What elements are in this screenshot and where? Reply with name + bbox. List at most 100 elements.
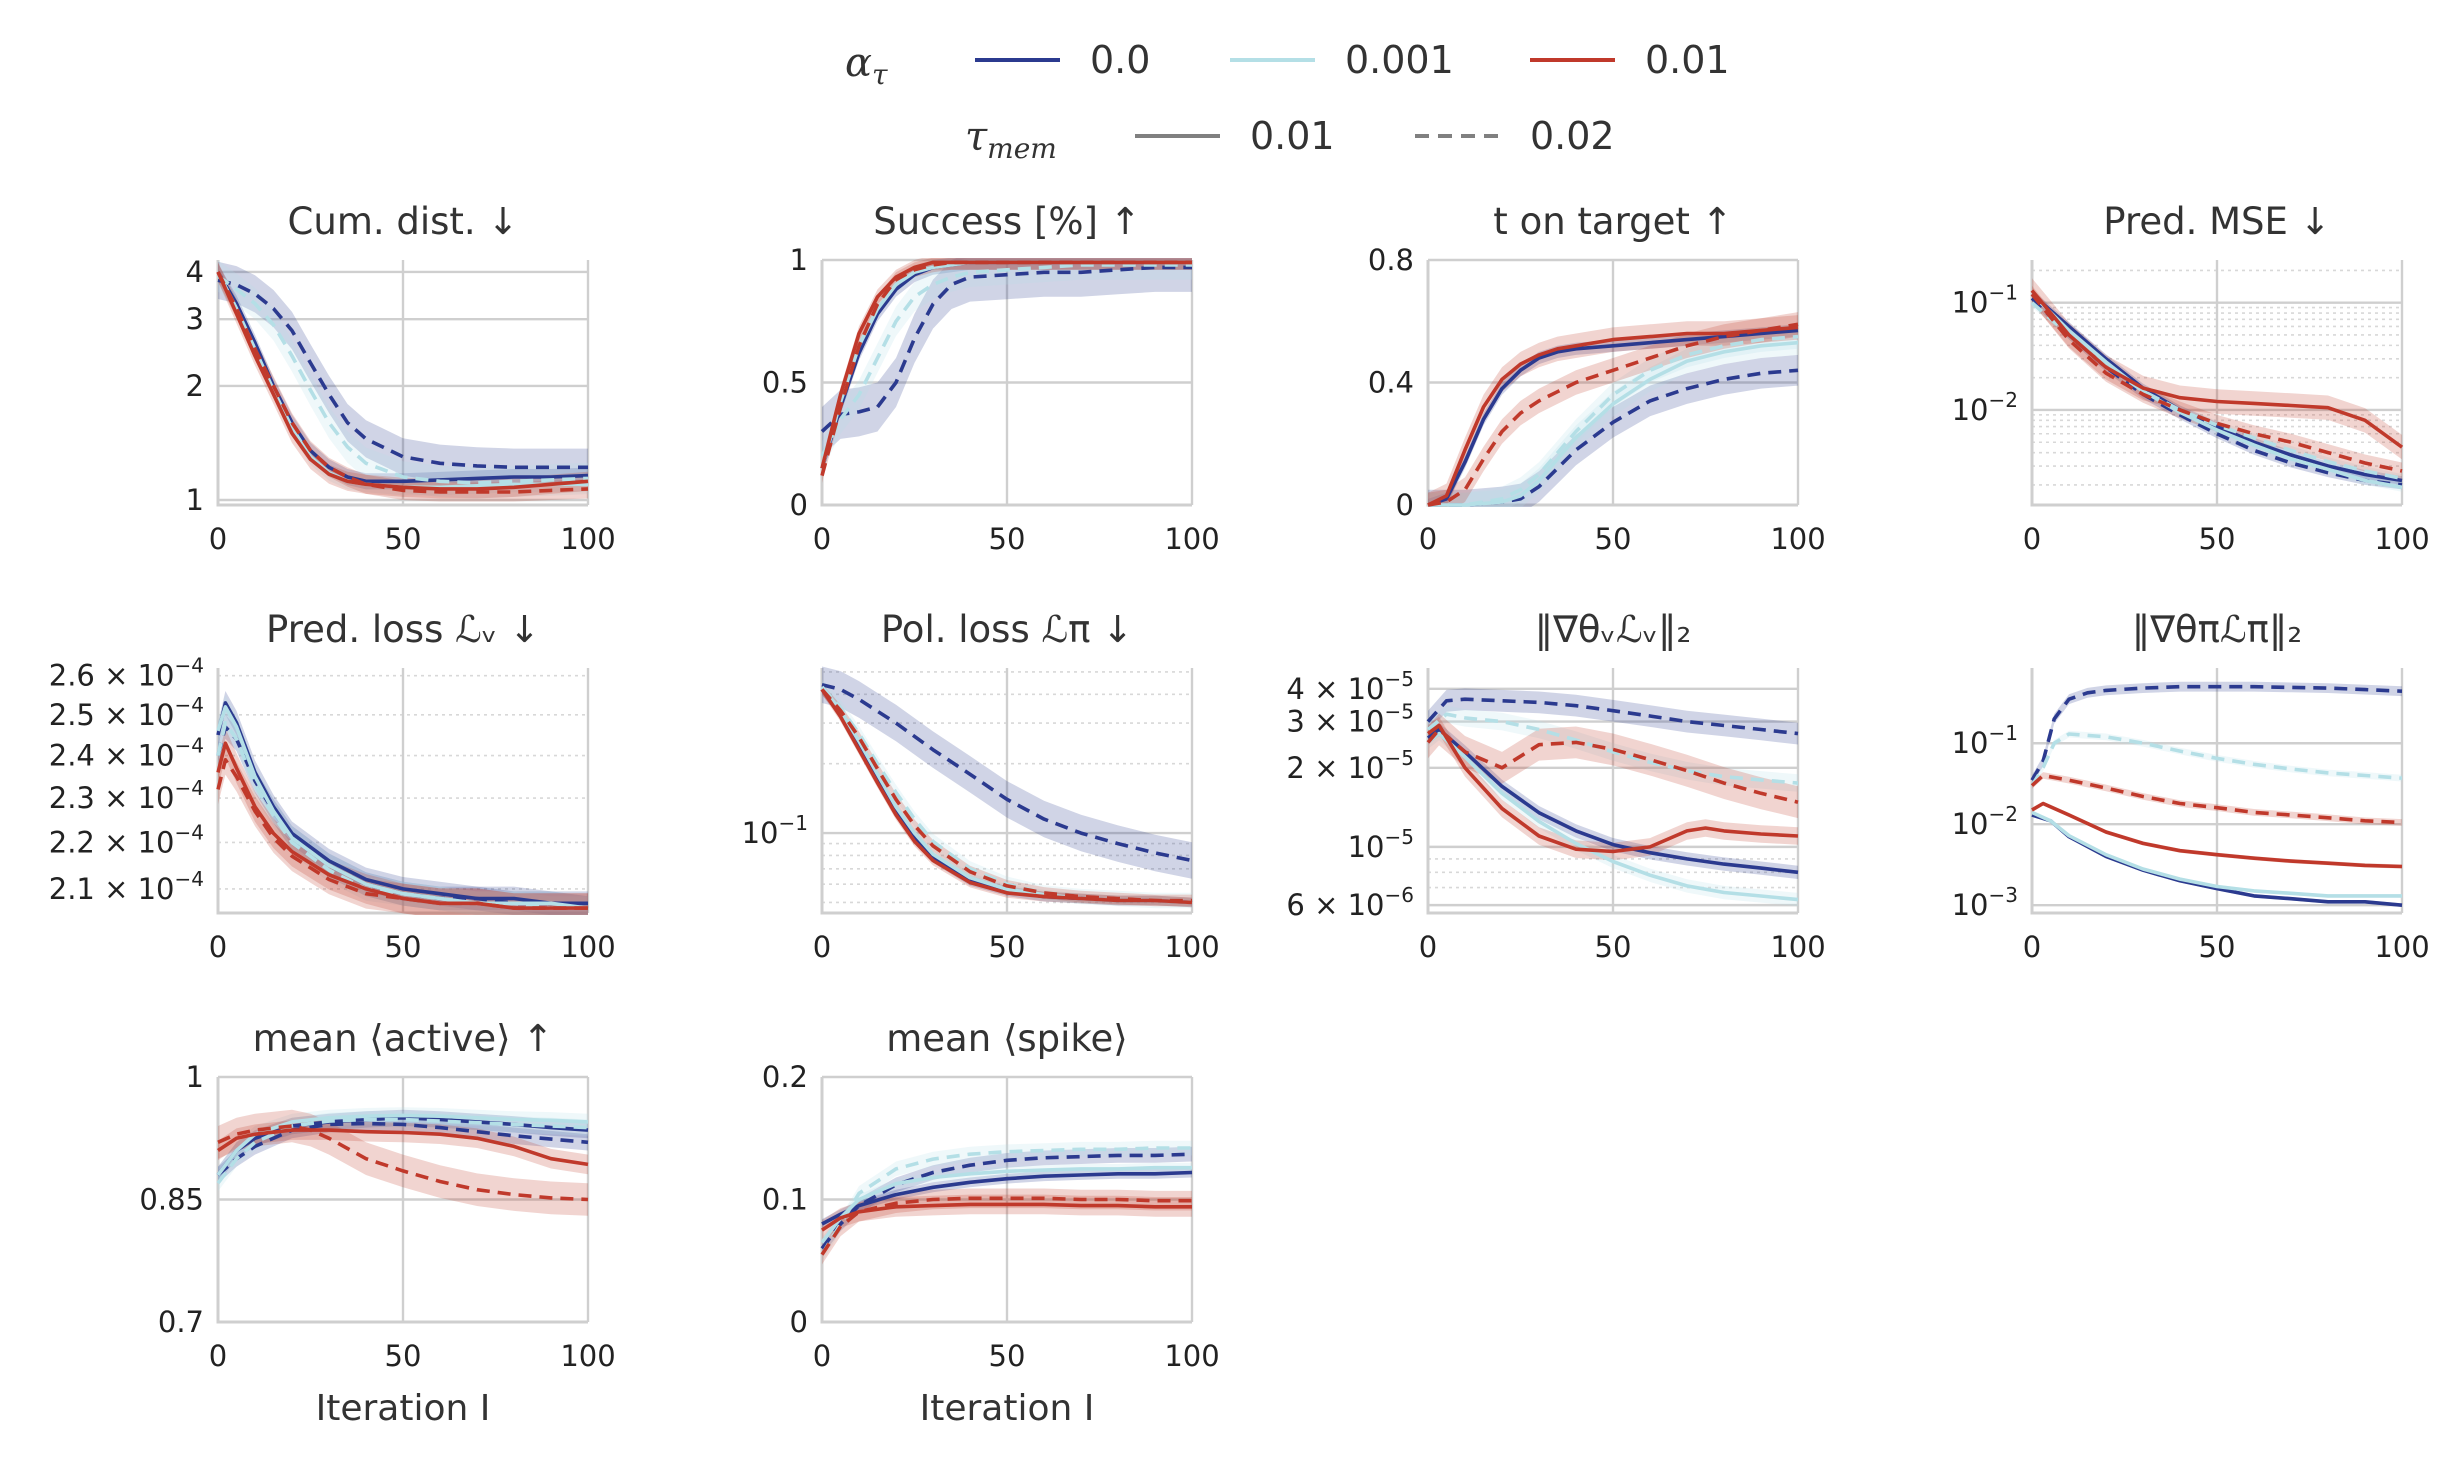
y-tick-label: 1 <box>186 483 204 517</box>
chart-title: Pred. MSE ↓ <box>2103 200 2330 243</box>
panel-ontarget: 0 0.4 0.8 0 50 100 t on target ↑ <box>1368 200 1826 556</box>
series-band <box>218 1120 588 1175</box>
series-line <box>216 741 588 910</box>
x-tick-label: 100 <box>1164 522 1219 556</box>
plot-area <box>1426 688 1799 907</box>
x-tick-label: 0 <box>2023 930 2041 964</box>
y-tick-label: 1 <box>186 1060 204 1094</box>
series-line <box>820 1165 1192 1244</box>
panel-active: 0.7 0.85 1 0 50 100 mean ⟨active⟩ ↑ Iteration I <box>139 1017 615 1429</box>
series-line <box>216 274 589 485</box>
legend-tau-title: τmem <box>965 114 1057 165</box>
series-band <box>822 1146 1192 1256</box>
series-line <box>216 270 589 484</box>
series-line <box>820 265 1192 433</box>
chart-title: mean ⟨active⟩ ↑ <box>253 1017 554 1060</box>
x-tick-label: 100 <box>1164 930 1219 964</box>
series-line <box>2030 289 2404 449</box>
legend-label: 0.0 <box>1090 38 1150 82</box>
x-tick-label: 0 <box>1419 930 1437 964</box>
plot-area <box>820 258 1192 483</box>
plot-area <box>2030 278 2404 492</box>
x-axis-label: Iteration I <box>920 1388 1095 1429</box>
series-line <box>820 688 1193 905</box>
y-tick-label: 4 <box>186 255 204 289</box>
y-tick-label: 0 <box>790 1305 808 1339</box>
series-band <box>218 262 588 499</box>
series-line <box>1426 727 1799 804</box>
series-band <box>1428 688 1798 745</box>
axis-spine <box>216 1077 588 1324</box>
panel-gradpi: 10−3 10−2 10−1 0 50 100 ‖∇θπℒπ‖₂ <box>1952 608 2430 964</box>
x-tick-label: 100 <box>1770 930 1825 964</box>
series-band <box>1428 330 1798 507</box>
axis-spine <box>820 668 1192 915</box>
series-band <box>218 262 588 502</box>
legend-alpha-entry: 0.01 <box>1530 38 1730 82</box>
series-line <box>820 1146 1192 1256</box>
y-tick-label: 2.4 × 10−4 <box>49 734 204 773</box>
y-tick-label: 0.1 <box>762 1183 808 1217</box>
series-line <box>820 263 1192 457</box>
series-band <box>1428 324 1798 507</box>
x-tick-label: 50 <box>989 930 1026 964</box>
series-line <box>2031 810 2402 898</box>
axis-spine <box>820 1077 1192 1324</box>
y-tick-label: 2.3 × 10−4 <box>49 776 204 815</box>
chart-title: mean ⟨spike⟩ <box>886 1017 1127 1060</box>
panel-success: 0 0.5 1 0 50 100 Success [%] ↑ <box>762 200 1220 556</box>
series-line <box>2030 292 2403 490</box>
x-tick-label: 0 <box>813 1339 831 1373</box>
series-line <box>1427 328 1799 507</box>
x-tick-label: 50 <box>385 1339 422 1373</box>
legend-alpha-entry: 0.001 <box>1230 38 1454 82</box>
chart-title: ‖∇θᵥℒᵥ‖₂ <box>1535 608 1692 651</box>
chart-title: Pred. loss ℒᵥ ↓ <box>266 608 540 651</box>
chart-title: Pol. loss ℒπ ↓ <box>881 608 1133 651</box>
chart-title: Cum. dist. ↓ <box>288 200 519 243</box>
x-tick-label: 100 <box>2374 930 2429 964</box>
series-band <box>1428 722 1798 879</box>
x-tick-label: 100 <box>560 930 615 964</box>
x-tick-label: 100 <box>1770 522 1825 556</box>
series-line <box>1426 731 1799 902</box>
plot-area <box>216 1107 589 1216</box>
y-tick-label: 0.2 <box>762 1060 808 1094</box>
series-line <box>217 1124 589 1202</box>
y-tick-label: 0 <box>1396 488 1414 522</box>
x-tick-label: 100 <box>560 522 615 556</box>
plot-area <box>2030 681 2403 907</box>
series-band <box>822 666 1192 879</box>
legend-label: 0.01 <box>1645 38 1730 82</box>
series-line <box>820 688 1192 903</box>
y-tick-label: 10−5 <box>1348 825 1414 864</box>
series-line <box>1428 334 1799 507</box>
x-tick-label: 100 <box>2374 522 2429 556</box>
plot-area <box>216 260 589 502</box>
series-line <box>1428 340 1799 507</box>
axis-spine <box>2030 260 2402 507</box>
series-band <box>2032 285 2402 480</box>
series-line <box>820 1152 1193 1250</box>
chart-title: Success [%] ↑ <box>873 200 1141 243</box>
x-tick-label: 0 <box>209 1339 227 1373</box>
series-band <box>218 1109 588 1216</box>
y-tick-label: 10−1 <box>1952 281 2018 320</box>
series-line <box>2031 801 2403 869</box>
x-tick-label: 50 <box>2199 522 2236 556</box>
series-band <box>218 695 588 915</box>
plot-area <box>820 666 1193 909</box>
series-band <box>822 258 1192 456</box>
y-tick-label: 0.5 <box>762 366 808 400</box>
chart-title: ‖∇θπℒπ‖₂ <box>2132 608 2302 651</box>
y-tick-label: 2 <box>186 369 204 403</box>
series-line <box>216 1113 589 1177</box>
plot-area <box>216 691 589 915</box>
y-tick-label: 10−2 <box>1952 802 2018 841</box>
plot-area <box>820 1140 1193 1265</box>
y-tick-label: 2 × 10−5 <box>1286 746 1414 785</box>
x-tick-label: 100 <box>1164 1339 1219 1373</box>
series-band <box>218 715 588 915</box>
y-tick-label: 10−1 <box>1952 721 2018 760</box>
legend-alpha-title: ατ <box>845 40 888 91</box>
